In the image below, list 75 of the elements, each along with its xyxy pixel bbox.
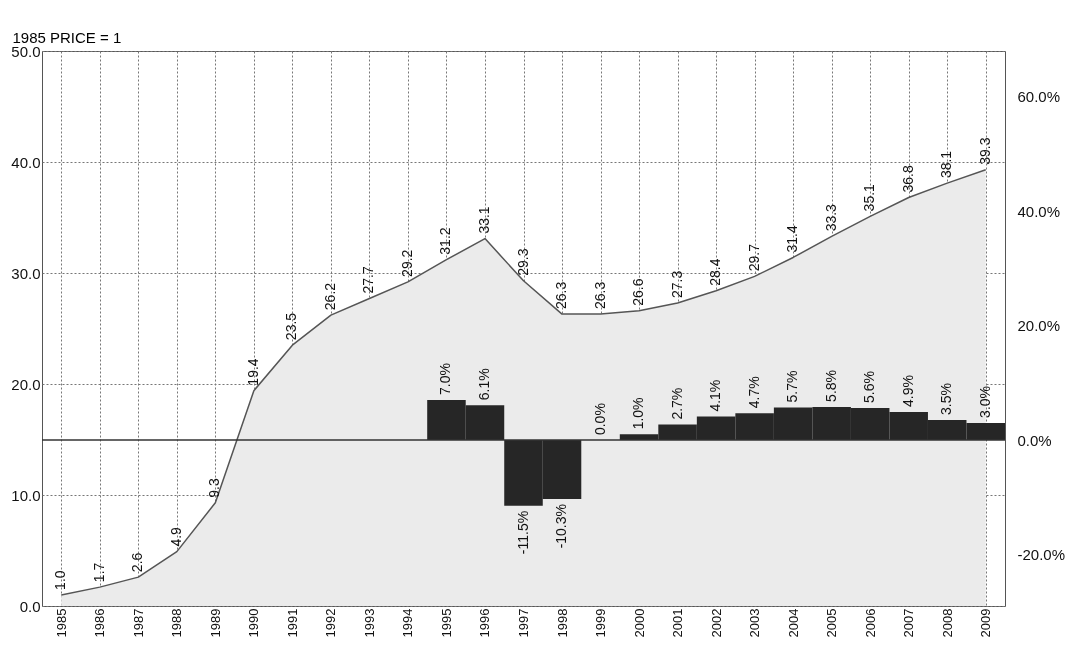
- data-label: 1.0: [52, 570, 69, 590]
- y-tick-label: 40.0: [11, 153, 41, 171]
- data-label: 2.6: [129, 552, 146, 573]
- y2-tick-label: -20.0%: [1017, 546, 1066, 564]
- x-tick-label: 2004: [785, 608, 801, 638]
- x-tick-label: 1990: [246, 608, 262, 638]
- data-label: 4.7%: [745, 376, 762, 409]
- y-tick-label: 10.0: [11, 486, 41, 504]
- data-label: 19.4: [244, 358, 261, 386]
- data-label: 26.3: [553, 281, 570, 310]
- x-tick-label: 1998: [554, 608, 570, 638]
- data-label: 31.2: [437, 227, 454, 255]
- x-tick-label: 1988: [169, 608, 185, 638]
- data-label: 36.8: [899, 165, 916, 193]
- x-tick-label: 1987: [130, 608, 146, 638]
- data-label: 29.2: [398, 249, 415, 277]
- x-tick-label: 1996: [477, 608, 493, 638]
- data-label: 28.4: [707, 258, 724, 286]
- x-tick-label: 2008: [939, 608, 955, 638]
- data-label: 39.3: [976, 137, 993, 165]
- y-tick-label: 20.0: [11, 375, 41, 393]
- data-label: 35.1: [861, 183, 878, 212]
- x-tick-label: 1993: [361, 608, 377, 638]
- data-label: 29.3: [514, 248, 531, 276]
- x-tick-label: 1995: [438, 608, 454, 638]
- data-label: 33.1: [475, 206, 492, 234]
- data-label: 5.8%: [822, 369, 839, 402]
- x-tick-label: 1997: [516, 608, 531, 638]
- x-tick-label: 2006: [862, 608, 878, 638]
- x-tick-label: 1992: [323, 608, 339, 638]
- data-label: 3.0%: [976, 385, 993, 418]
- data-label: 5.7%: [784, 370, 801, 403]
- data-label: 33.3: [822, 203, 839, 232]
- x-tick-label: 2001: [670, 608, 686, 638]
- data-label: 3.5%: [938, 383, 955, 416]
- x-tick-label: 1985: [53, 608, 69, 638]
- data-label: 7.0%: [437, 363, 454, 396]
- data-label: 26.3: [591, 281, 608, 310]
- data-label: 38.1: [938, 150, 955, 179]
- data-label: 6.1%: [475, 368, 492, 401]
- y2-tick-label: 40.0%: [1017, 202, 1061, 220]
- data-label: 26.2: [321, 282, 338, 311]
- data-label: 0.0%: [591, 403, 608, 436]
- data-label: 26.6: [630, 278, 647, 306]
- data-label: -10.3%: [553, 504, 570, 549]
- x-tick-label: 1994: [400, 608, 416, 638]
- x-tick-label: 2003: [747, 608, 763, 638]
- x-tick-label: 2002: [708, 608, 724, 638]
- data-label: 4.1%: [707, 379, 724, 412]
- x-tick-label: 1991: [284, 608, 300, 638]
- data-label: 29.7: [745, 243, 762, 272]
- y2-tick-label: 0.0%: [1017, 431, 1052, 449]
- x-tick-label: 2005: [824, 608, 840, 638]
- data-label: 23.5: [283, 312, 300, 341]
- data-label: 1.7: [90, 562, 107, 583]
- data-label: 27.7: [360, 266, 377, 294]
- y2-tick-label: 60.0%: [1017, 88, 1061, 106]
- data-label: 4.9: [167, 526, 184, 547]
- data-label: 1.0%: [630, 397, 647, 430]
- x-tick-label: 2000: [631, 608, 647, 638]
- y-tick-label: 30.0: [11, 264, 41, 282]
- data-label: 31.4: [784, 225, 801, 253]
- data-label: 2.7%: [668, 387, 685, 420]
- data-label: 27.3: [668, 270, 685, 298]
- data-label: -11.5%: [514, 510, 531, 555]
- data-label: 9.3: [206, 478, 223, 498]
- data-label: 5.6%: [861, 371, 878, 404]
- x-tick-label: 1999: [593, 608, 609, 638]
- y2-tick-label: 20.0%: [1017, 317, 1061, 335]
- x-tick-label: 2007: [901, 608, 917, 638]
- x-tick-label: 1986: [92, 608, 108, 638]
- x-tick-label: 1989: [207, 608, 223, 638]
- data-label: 4.9%: [899, 375, 916, 408]
- y-tick-label: 0.0: [19, 597, 41, 615]
- x-tick-label: 2009: [978, 608, 994, 638]
